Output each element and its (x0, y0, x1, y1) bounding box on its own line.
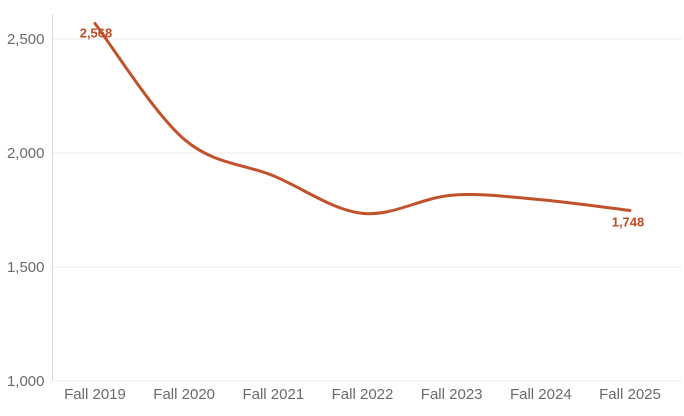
series-layer (93, 22, 632, 216)
axis-layer: 2,500 2,000 1,500 1,000 Fall 2019 Fall 2020 Fa… (7, 14, 661, 403)
y-axis-tick-label: 2,000 (7, 145, 45, 162)
data-label-layer: 2,568 1,748 (80, 25, 645, 229)
x-axis-label: Fall 2019 (64, 386, 126, 403)
x-axis-label: Fall 2021 (242, 386, 304, 403)
x-axis-label: Fall 2023 (421, 386, 483, 403)
trend-line (93, 22, 632, 216)
x-axis-label: Fall 2024 (510, 386, 572, 403)
y-axis-tick-label: 1,000 (7, 373, 45, 390)
x-axis-label: Fall 2020 (153, 386, 215, 403)
data-point-label-end: 1,748 (612, 214, 645, 229)
y-axis-tick-label: 2,500 (7, 31, 45, 48)
data-point-label-start: 2,568 (80, 25, 113, 40)
x-axis-label: Fall 2025 (599, 386, 661, 403)
gridlines-layer (52, 38, 682, 382)
y-axis-tick-label: 1,500 (7, 259, 45, 276)
x-axis-label: Fall 2022 (332, 386, 394, 403)
